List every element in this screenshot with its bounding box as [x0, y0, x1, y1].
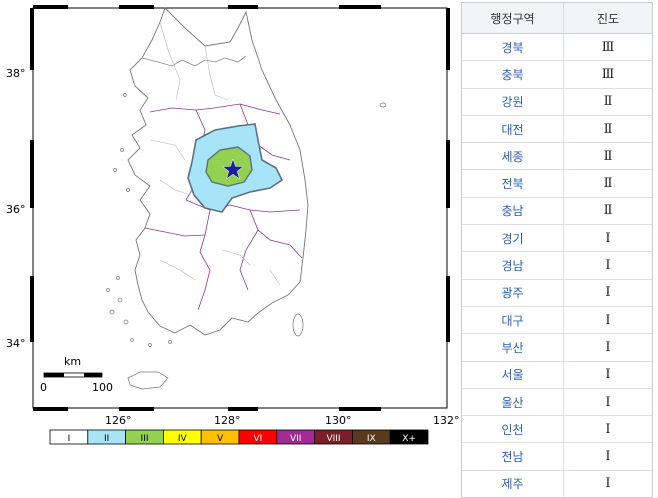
- intensity-cell: Ⅰ: [563, 360, 652, 389]
- table-row: 서울 Ⅰ: [462, 360, 652, 389]
- region-cell[interactable]: 세종: [462, 142, 564, 170]
- legend-label: VI: [253, 434, 262, 444]
- intensity-cell: Ⅲ: [563, 32, 652, 61]
- table-row: 경남 Ⅰ: [462, 251, 652, 280]
- intensity-cell: Ⅰ: [563, 333, 652, 362]
- map-border-right: [446, 8, 450, 342]
- scale-start-label: 0: [40, 381, 47, 394]
- lon-label-132: 132°: [433, 414, 460, 427]
- intensity-cell: Ⅱ: [563, 142, 652, 170]
- header-region: 행정구역: [462, 3, 564, 34]
- legend-label: III: [141, 434, 149, 444]
- map-border-top: [33, 5, 381, 9]
- epicenter-star-icon: [221, 158, 245, 180]
- region-cell[interactable]: 경북: [462, 32, 564, 61]
- map-border-left: [30, 8, 34, 342]
- region-cell[interactable]: 울산: [462, 387, 564, 416]
- ulleung-island: [379, 102, 387, 108]
- legend-label: IV: [178, 434, 188, 444]
- legend-label: V: [217, 434, 224, 444]
- intensity-map-panel: 38° 36° 34° 126° 128° 130° 132° km 0 100…: [6, 5, 460, 445]
- map-border-bottom: [33, 407, 381, 411]
- intensity-cell: Ⅰ: [563, 469, 652, 498]
- table-row: 제주 Ⅰ: [462, 469, 652, 498]
- intensity-map: 38° 36° 34° 126° 128° 130° 132° km 0 100…: [6, 5, 460, 445]
- table-row: 강원 Ⅱ: [462, 87, 652, 116]
- table-header-row: 행정구역 진도: [462, 3, 652, 34]
- intensity-cell: Ⅱ: [563, 196, 652, 225]
- region-cell[interactable]: 제주: [462, 469, 564, 498]
- region-cell[interactable]: 부산: [462, 333, 564, 362]
- lon-label-128: 128°: [214, 414, 241, 427]
- region-cell[interactable]: 대전: [462, 114, 564, 143]
- region-cell[interactable]: 대구: [462, 305, 564, 334]
- region-cell[interactable]: 강원: [462, 87, 564, 116]
- header-intensity: 진도: [563, 3, 652, 34]
- legend-label: VIII: [326, 434, 340, 444]
- table-row: 전북 Ⅱ: [462, 169, 652, 198]
- dmz-boundary: [141, 55, 247, 67]
- table-row: 경북 Ⅲ: [462, 32, 652, 61]
- region-cell[interactable]: 충북: [462, 60, 564, 89]
- region-cell[interactable]: 광주: [462, 278, 564, 307]
- table-row: 전남 Ⅰ: [462, 442, 652, 471]
- table-row: 충남 Ⅱ: [462, 196, 652, 225]
- region-cell[interactable]: 서울: [462, 360, 564, 389]
- intensity-cell: Ⅰ: [563, 278, 652, 307]
- intensity-cell: Ⅲ: [563, 60, 652, 89]
- lat-label-34: 34°: [6, 337, 26, 350]
- legend-label: II: [104, 434, 109, 444]
- intensity-cell: Ⅱ: [563, 87, 652, 116]
- intensity-cell: Ⅱ: [563, 114, 652, 143]
- intensity-cell: Ⅰ: [563, 387, 652, 416]
- intensity-cell: Ⅰ: [563, 442, 652, 471]
- intensity-cell: Ⅱ: [563, 169, 652, 198]
- table-row: 인천 Ⅰ: [462, 415, 652, 443]
- intensity-table: 행정구역 진도 경북 Ⅲ 충북 Ⅲ 강원 Ⅱ 대전 Ⅱ 세종 Ⅱ 전북 Ⅱ 충남 Ⅱ 경기 Ⅰ 경남 Ⅰ 광주 Ⅰ 대구…: [462, 3, 652, 498]
- region-cell[interactable]: 전북: [462, 169, 564, 198]
- lon-label-126: 126°: [105, 414, 132, 427]
- table-body: 경북 Ⅲ 충북 Ⅲ 강원 Ⅱ 대전 Ⅱ 세종 Ⅱ 전북 Ⅱ 충남 Ⅱ 경기 Ⅰ 경남 Ⅰ 광주 Ⅰ 대구 Ⅰ 부산 Ⅰ 서울 Ⅰ 울…: [462, 32, 652, 498]
- region-cell[interactable]: 충남: [462, 196, 564, 225]
- table-row: 대구 Ⅰ: [462, 305, 652, 334]
- lon-label-130: 130°: [325, 414, 352, 427]
- legend-label: VII: [290, 434, 301, 444]
- region-cell[interactable]: 경남: [462, 251, 564, 280]
- region-cell[interactable]: 인천: [462, 415, 564, 443]
- legend-label: X+: [402, 434, 416, 444]
- region-cell[interactable]: 전남: [462, 442, 564, 471]
- table-row: 울산 Ⅰ: [462, 387, 652, 416]
- legend-swatch: [389, 429, 429, 445]
- intensity-cell: Ⅰ: [563, 415, 652, 443]
- region-cell[interactable]: 경기: [462, 224, 564, 252]
- tsushima-island: [292, 313, 304, 337]
- table-row: 부산 Ⅰ: [462, 333, 652, 362]
- latitude-labels: 38° 36° 34°: [6, 67, 26, 350]
- scale-end-label: 100: [92, 381, 113, 394]
- intensity-legend: I II III IV V VI VII VIII IX X+: [49, 429, 429, 445]
- lat-label-38: 38°: [6, 67, 26, 80]
- district-boundaries: [149, 21, 281, 286]
- legend-label: I: [68, 434, 71, 444]
- table-row: 경기 Ⅰ: [462, 224, 652, 252]
- scale-bar: km 0 100: [40, 355, 113, 394]
- legend-label: IX: [367, 434, 376, 444]
- longitude-labels: 126° 128° 130° 132°: [105, 414, 460, 427]
- lat-label-36: 36°: [6, 203, 26, 216]
- jeju-island: [127, 371, 169, 390]
- intensity-table-panel: 행정구역 진도 경북 Ⅲ 충북 Ⅲ 강원 Ⅱ 대전 Ⅱ 세종 Ⅱ 전북 Ⅱ 충남 Ⅱ 경기 Ⅰ 경남 Ⅰ 광주 Ⅰ 대구…: [461, 2, 653, 498]
- table-row: 세종 Ⅱ: [462, 142, 652, 170]
- intensity-cell: Ⅰ: [563, 224, 652, 252]
- islands: [106, 93, 387, 390]
- table-row: 광주 Ⅰ: [462, 278, 652, 307]
- intensity-cell: Ⅰ: [563, 305, 652, 334]
- intensity-cell: Ⅰ: [563, 251, 652, 280]
- table-row: 충북 Ⅲ: [462, 60, 652, 89]
- scale-unit-label: km: [64, 355, 81, 368]
- table-row: 대전 Ⅱ: [462, 114, 652, 143]
